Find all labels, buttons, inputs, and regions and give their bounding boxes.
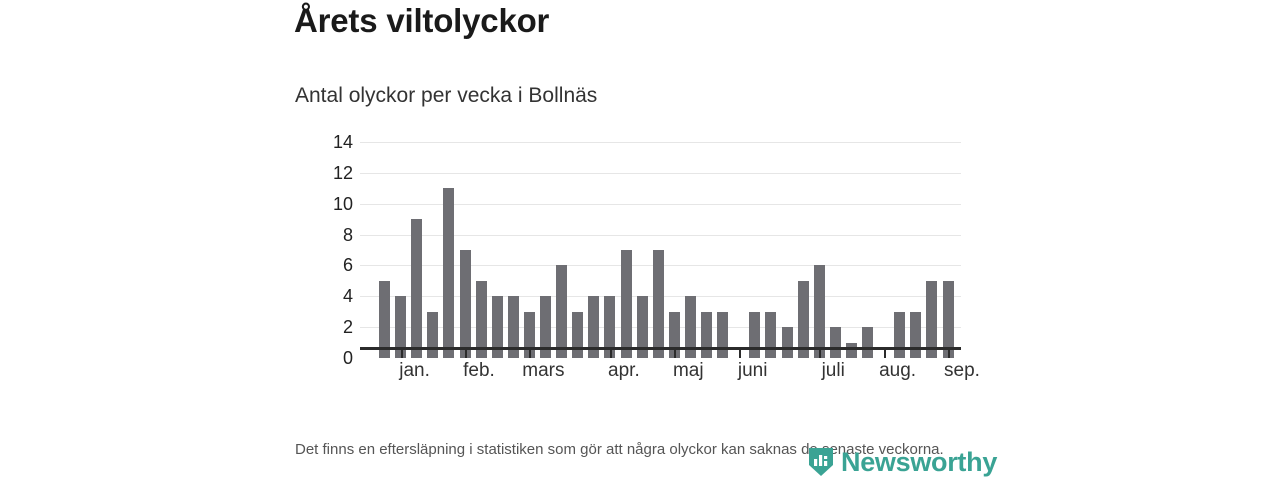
bar[interactable] (443, 188, 455, 358)
x-axis-ticks (360, 350, 961, 358)
gridline (360, 172, 961, 174)
bar[interactable] (926, 280, 938, 358)
bar[interactable] (540, 296, 551, 358)
x-tick (609, 350, 612, 358)
bar[interactable] (894, 311, 906, 358)
bar[interactable] (636, 296, 648, 358)
bar-chart: 0 2 4 6 8 10 12 14 jan. feb. mars apr. maj juni juli a… (295, 130, 980, 390)
x-axis-labels: jan. feb. mars apr. maj juni juli aug. sep. (360, 360, 980, 388)
gridline (360, 203, 961, 205)
x-tick (400, 350, 403, 358)
x-tick (674, 350, 677, 358)
bar[interactable] (910, 311, 922, 358)
bar[interactable] (620, 250, 632, 358)
newsworthy-logo[interactable]: Newsworthy (808, 447, 997, 477)
bar[interactable] (862, 327, 873, 358)
y-axis-labels: 0 2 4 6 8 10 12 14 (295, 130, 353, 367)
bar[interactable] (813, 265, 825, 358)
x-tick-label: sep. (944, 360, 980, 381)
bar[interactable] (588, 296, 600, 358)
y-tick-label: 6 (342, 255, 353, 276)
bar[interactable] (845, 342, 857, 358)
bar[interactable] (652, 250, 664, 358)
bar-series (360, 142, 961, 358)
y-tick-label: 4 (342, 286, 353, 307)
bar[interactable] (765, 311, 777, 358)
x-tick-label: juni (737, 360, 768, 381)
bar[interactable] (379, 280, 390, 358)
bar[interactable] (395, 296, 407, 358)
bar[interactable] (749, 311, 761, 358)
bar[interactable] (781, 327, 793, 358)
plot-area (360, 142, 961, 358)
chart-subtitle: Antal olyckor per vecka i Bollnäs (295, 84, 598, 107)
chart-footnote: Det finns en eftersläpning i statistiken… (295, 441, 944, 458)
y-tick-label: 2 (342, 317, 353, 338)
bar[interactable] (797, 280, 809, 358)
y-tick-label: 12 (332, 162, 353, 183)
bar[interactable] (717, 311, 729, 358)
x-tick (465, 350, 467, 358)
bar[interactable] (829, 327, 841, 358)
bar[interactable] (701, 311, 712, 358)
bar[interactable] (668, 311, 680, 358)
bar[interactable] (942, 280, 954, 358)
x-tick (883, 350, 886, 358)
bar[interactable] (427, 311, 439, 358)
bar[interactable] (684, 296, 696, 358)
gridline (360, 358, 961, 359)
bar[interactable] (523, 311, 535, 358)
x-tick-label: juli (821, 360, 845, 381)
bar[interactable] (556, 265, 568, 358)
gridline (360, 142, 961, 143)
x-tick (948, 350, 950, 358)
bar[interactable] (572, 311, 584, 358)
gridline (360, 234, 961, 236)
bar-chart-shield-icon (809, 448, 833, 476)
page-title: Årets viltolyckor (294, 2, 550, 39)
bar[interactable] (475, 280, 487, 358)
logo-wordmark: Newsworthy (841, 446, 998, 477)
x-tick-label: maj (672, 360, 704, 381)
x-tick-label: jan. (399, 360, 430, 381)
y-tick-label: 8 (342, 224, 353, 245)
y-tick-label: 0 (342, 348, 353, 368)
y-tick-label: 10 (332, 193, 353, 214)
x-tick-label: feb. (463, 360, 495, 381)
x-axis-line (360, 347, 961, 350)
x-tick-label: mars (522, 360, 565, 381)
x-tick (738, 350, 741, 358)
bar[interactable] (411, 219, 423, 358)
x-tick (819, 350, 822, 358)
x-tick-label: aug. (879, 360, 917, 381)
bar[interactable] (604, 296, 616, 358)
bar[interactable] (459, 250, 471, 358)
y-tick-label: 14 (332, 132, 353, 152)
bar[interactable] (507, 296, 519, 358)
x-tick-label: apr. (608, 360, 640, 381)
x-tick (529, 350, 532, 358)
bar[interactable] (491, 296, 503, 358)
